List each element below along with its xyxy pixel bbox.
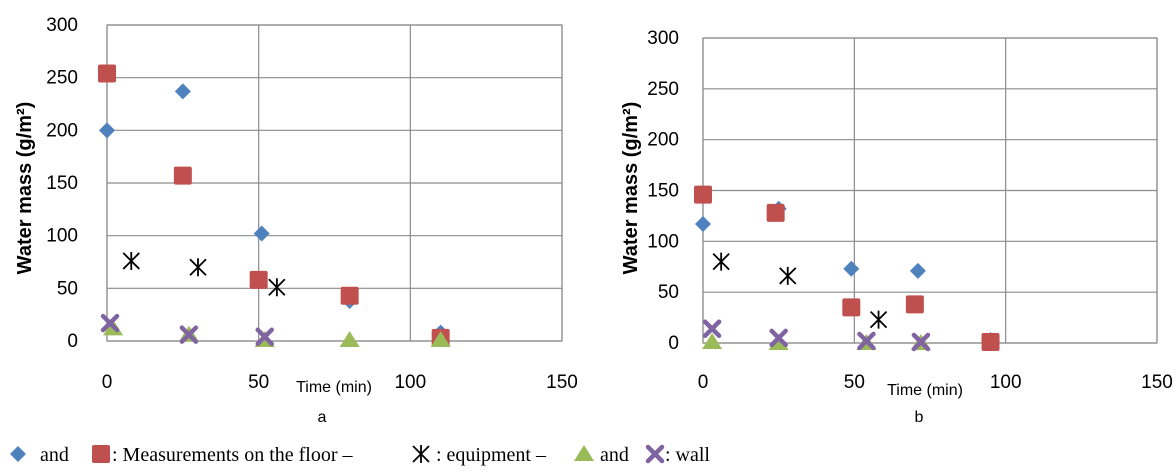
series-diamond: [99, 83, 449, 341]
y-tick-label: 150: [647, 181, 679, 202]
data-point-star: [189, 258, 207, 277]
plot-frame: [106, 24, 563, 342]
series-x: [702, 319, 931, 352]
chart-panel-a: 0 50 100 150 200 250 300 0 50 100 150 Time (min) Wat…: [14, 15, 578, 426]
x-tick-label: 150: [546, 372, 578, 393]
legend-text-equipment: : equipment –: [436, 444, 547, 466]
panel-label: a: [318, 409, 327, 426]
series-star: [712, 252, 888, 329]
x-tick-label: 50: [248, 372, 269, 393]
data-point-triangle: [339, 330, 360, 347]
legend-star-icon: [412, 445, 430, 463]
series-triangle: [702, 332, 931, 350]
data-point-star: [268, 278, 286, 297]
y-tick-label: 100: [647, 231, 679, 252]
data-point-diamond: [174, 83, 191, 100]
x-tick-label: 100: [394, 372, 426, 393]
x-axis-label: Time (min): [296, 379, 372, 396]
data-point-square: [98, 64, 116, 83]
data-point-square: [694, 185, 712, 204]
y-tick-label: 50: [658, 282, 679, 303]
x-tick-label: 150: [1141, 372, 1173, 393]
data-point-x: [769, 328, 788, 348]
series-triangle: [103, 319, 451, 347]
y-tick-label: 250: [46, 68, 78, 89]
gridlines: [702, 37, 1158, 344]
data-point-x: [857, 331, 876, 351]
data-point-x: [702, 319, 722, 339]
series-x: [100, 313, 274, 347]
data-point-star: [779, 266, 797, 285]
data-point-x: [179, 325, 199, 344]
data-point-square: [981, 332, 1000, 351]
legend-text-floor: : Measurements on the floor –: [112, 444, 353, 466]
y-tick-label: 200: [647, 130, 679, 151]
legend-diamond-icon: [10, 446, 26, 462]
x-tick-label: 100: [990, 372, 1022, 393]
legend: and : Measurements on the floor – : equipm…: [10, 444, 710, 466]
data-point-triangle: [430, 330, 451, 347]
series-square: [98, 64, 450, 347]
y-tick-label: 150: [46, 173, 78, 194]
legend-square-icon: [92, 445, 110, 463]
legend-text-and-2: and: [600, 444, 629, 466]
data-point-square: [766, 203, 785, 222]
series-diamond: [695, 200, 999, 348]
data-point-diamond: [99, 122, 115, 139]
data-point-diamond: [843, 260, 860, 277]
y-axis-label: Water mass (g/m²): [620, 102, 642, 275]
panel-label: b: [915, 409, 924, 426]
y-tick-label: 0: [67, 331, 78, 352]
chart-panel-b: 0 50 100 150 200 250 300 0 50 100 150 Time (min) Wat…: [620, 28, 1173, 426]
x-tick-label: 0: [102, 372, 113, 393]
y-tick-label: 300: [647, 28, 679, 49]
x-tick-label: 0: [698, 372, 709, 393]
data-point-star: [122, 251, 140, 270]
legend-triangle-icon: [574, 445, 594, 461]
data-point-diamond: [253, 225, 270, 242]
series-star: [122, 251, 286, 297]
data-point-square: [842, 298, 861, 317]
x-axis-label: Time (min): [887, 382, 963, 399]
data-point-square: [249, 270, 268, 289]
data-point-square: [340, 286, 359, 305]
y-tick-label: 200: [46, 120, 78, 141]
data-point-star: [869, 310, 888, 329]
x-tick-label: 50: [844, 372, 865, 393]
legend-text-wall: : wall: [665, 444, 710, 466]
legend-x-icon: [645, 444, 665, 464]
data-point-x: [100, 313, 120, 333]
y-tick-label: 50: [57, 278, 78, 299]
legend-text-and-1: and: [40, 444, 69, 466]
data-point-square: [173, 166, 192, 185]
data-point-square: [905, 295, 924, 314]
data-point-x: [255, 327, 274, 347]
y-axis-label: Water mass (g/m²): [14, 102, 36, 275]
y-tick-label: 0: [668, 333, 679, 354]
data-point-diamond: [909, 262, 926, 279]
series-square: [694, 185, 1000, 351]
y-tick-label: 250: [647, 79, 679, 100]
y-tick-label: 300: [46, 15, 78, 36]
data-point-x: [911, 332, 931, 352]
y-tick-label: 100: [46, 226, 78, 247]
data-point-triangle: [702, 332, 723, 349]
data-point-diamond: [695, 216, 711, 233]
data-point-star: [712, 252, 730, 271]
